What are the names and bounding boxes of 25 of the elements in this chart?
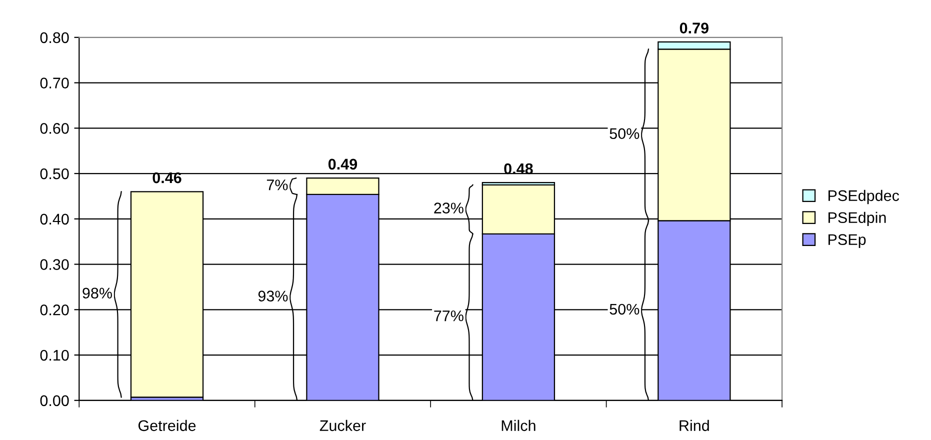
annotation: 50% [610, 304, 640, 315]
y-tick-label: 0.50 [40, 168, 69, 180]
y-tick-label: 0.20 [40, 304, 69, 316]
y-tick-label: 0.00 [40, 395, 69, 406]
y-tick-label: 0.30 [40, 259, 69, 270]
total-label: 0.79 [680, 22, 708, 34]
x-tick-label: Zucker [320, 420, 366, 432]
annotation: 93% [258, 290, 288, 302]
annotation: 7% [266, 180, 288, 190]
annotation: 50% [610, 128, 640, 140]
total-label: 0.49 [328, 158, 358, 170]
x-tick-label: Milch [502, 420, 536, 432]
annotation: 77% [434, 310, 464, 322]
legend-label: PSEp [828, 234, 866, 248]
legend-label: PSEdpin [828, 212, 886, 226]
y-tick-label: 0.40 [40, 214, 69, 225]
legend-label: PSEdpdec [828, 190, 900, 204]
y-tick-label: 0.60 [40, 123, 69, 134]
y-tick-label: 0.80 [40, 32, 69, 44]
annotation: 98% [82, 288, 112, 299]
x-tick-label: Getreide [138, 420, 196, 432]
annotation: 23% [434, 202, 464, 214]
x-tick-label: Rind [680, 420, 709, 432]
y-tick-label: 0.10 [40, 350, 69, 361]
y-tick-label: 0.70 [40, 78, 69, 88]
